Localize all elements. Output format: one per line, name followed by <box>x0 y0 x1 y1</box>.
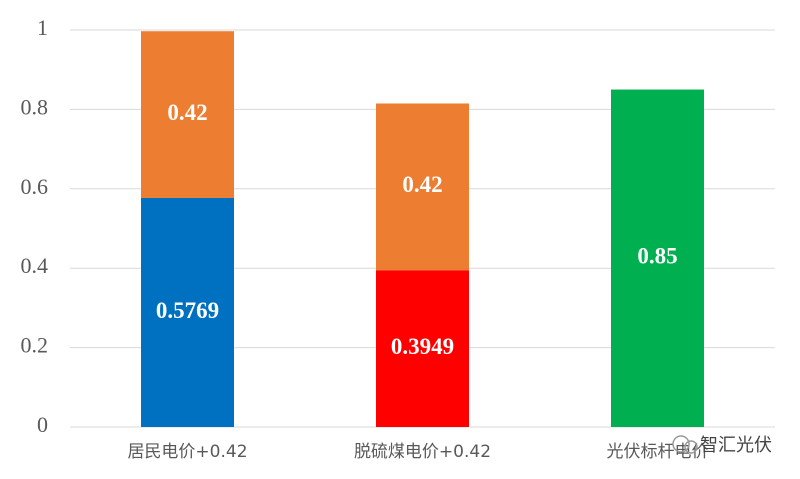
bar-segment <box>141 197 234 427</box>
data-label: 0.3949 <box>391 334 454 359</box>
x-tick-label: 脱硫煤电价+0.42 <box>354 442 491 462</box>
watermark-text: 智汇光伏 <box>700 435 772 456</box>
bar-segment <box>376 103 469 271</box>
data-label: 0.42 <box>167 100 207 125</box>
watermark-icon <box>672 435 690 453</box>
bar-segment <box>611 89 704 428</box>
y-tick-label: 0 <box>37 412 48 437</box>
watermark: 智汇光伏 <box>672 435 772 456</box>
y-tick-label: 0.8 <box>21 94 49 119</box>
data-label: 0.5769 <box>156 298 219 323</box>
y-tick-label: 0.6 <box>21 174 49 199</box>
y-tick-label: 0.4 <box>21 253 49 278</box>
bar-segment <box>376 270 469 427</box>
data-label: 0.42 <box>402 172 442 197</box>
y-tick-label: 0.2 <box>21 333 49 358</box>
x-tick-label: 居民电价+0.42 <box>127 442 247 462</box>
watermark-icon <box>684 440 698 454</box>
bar-segment <box>141 31 234 198</box>
data-label: 0.85 <box>637 244 677 269</box>
y-tick-label: 1 <box>37 15 48 40</box>
x-tick-label: 光伏标杆电价 <box>607 442 709 462</box>
